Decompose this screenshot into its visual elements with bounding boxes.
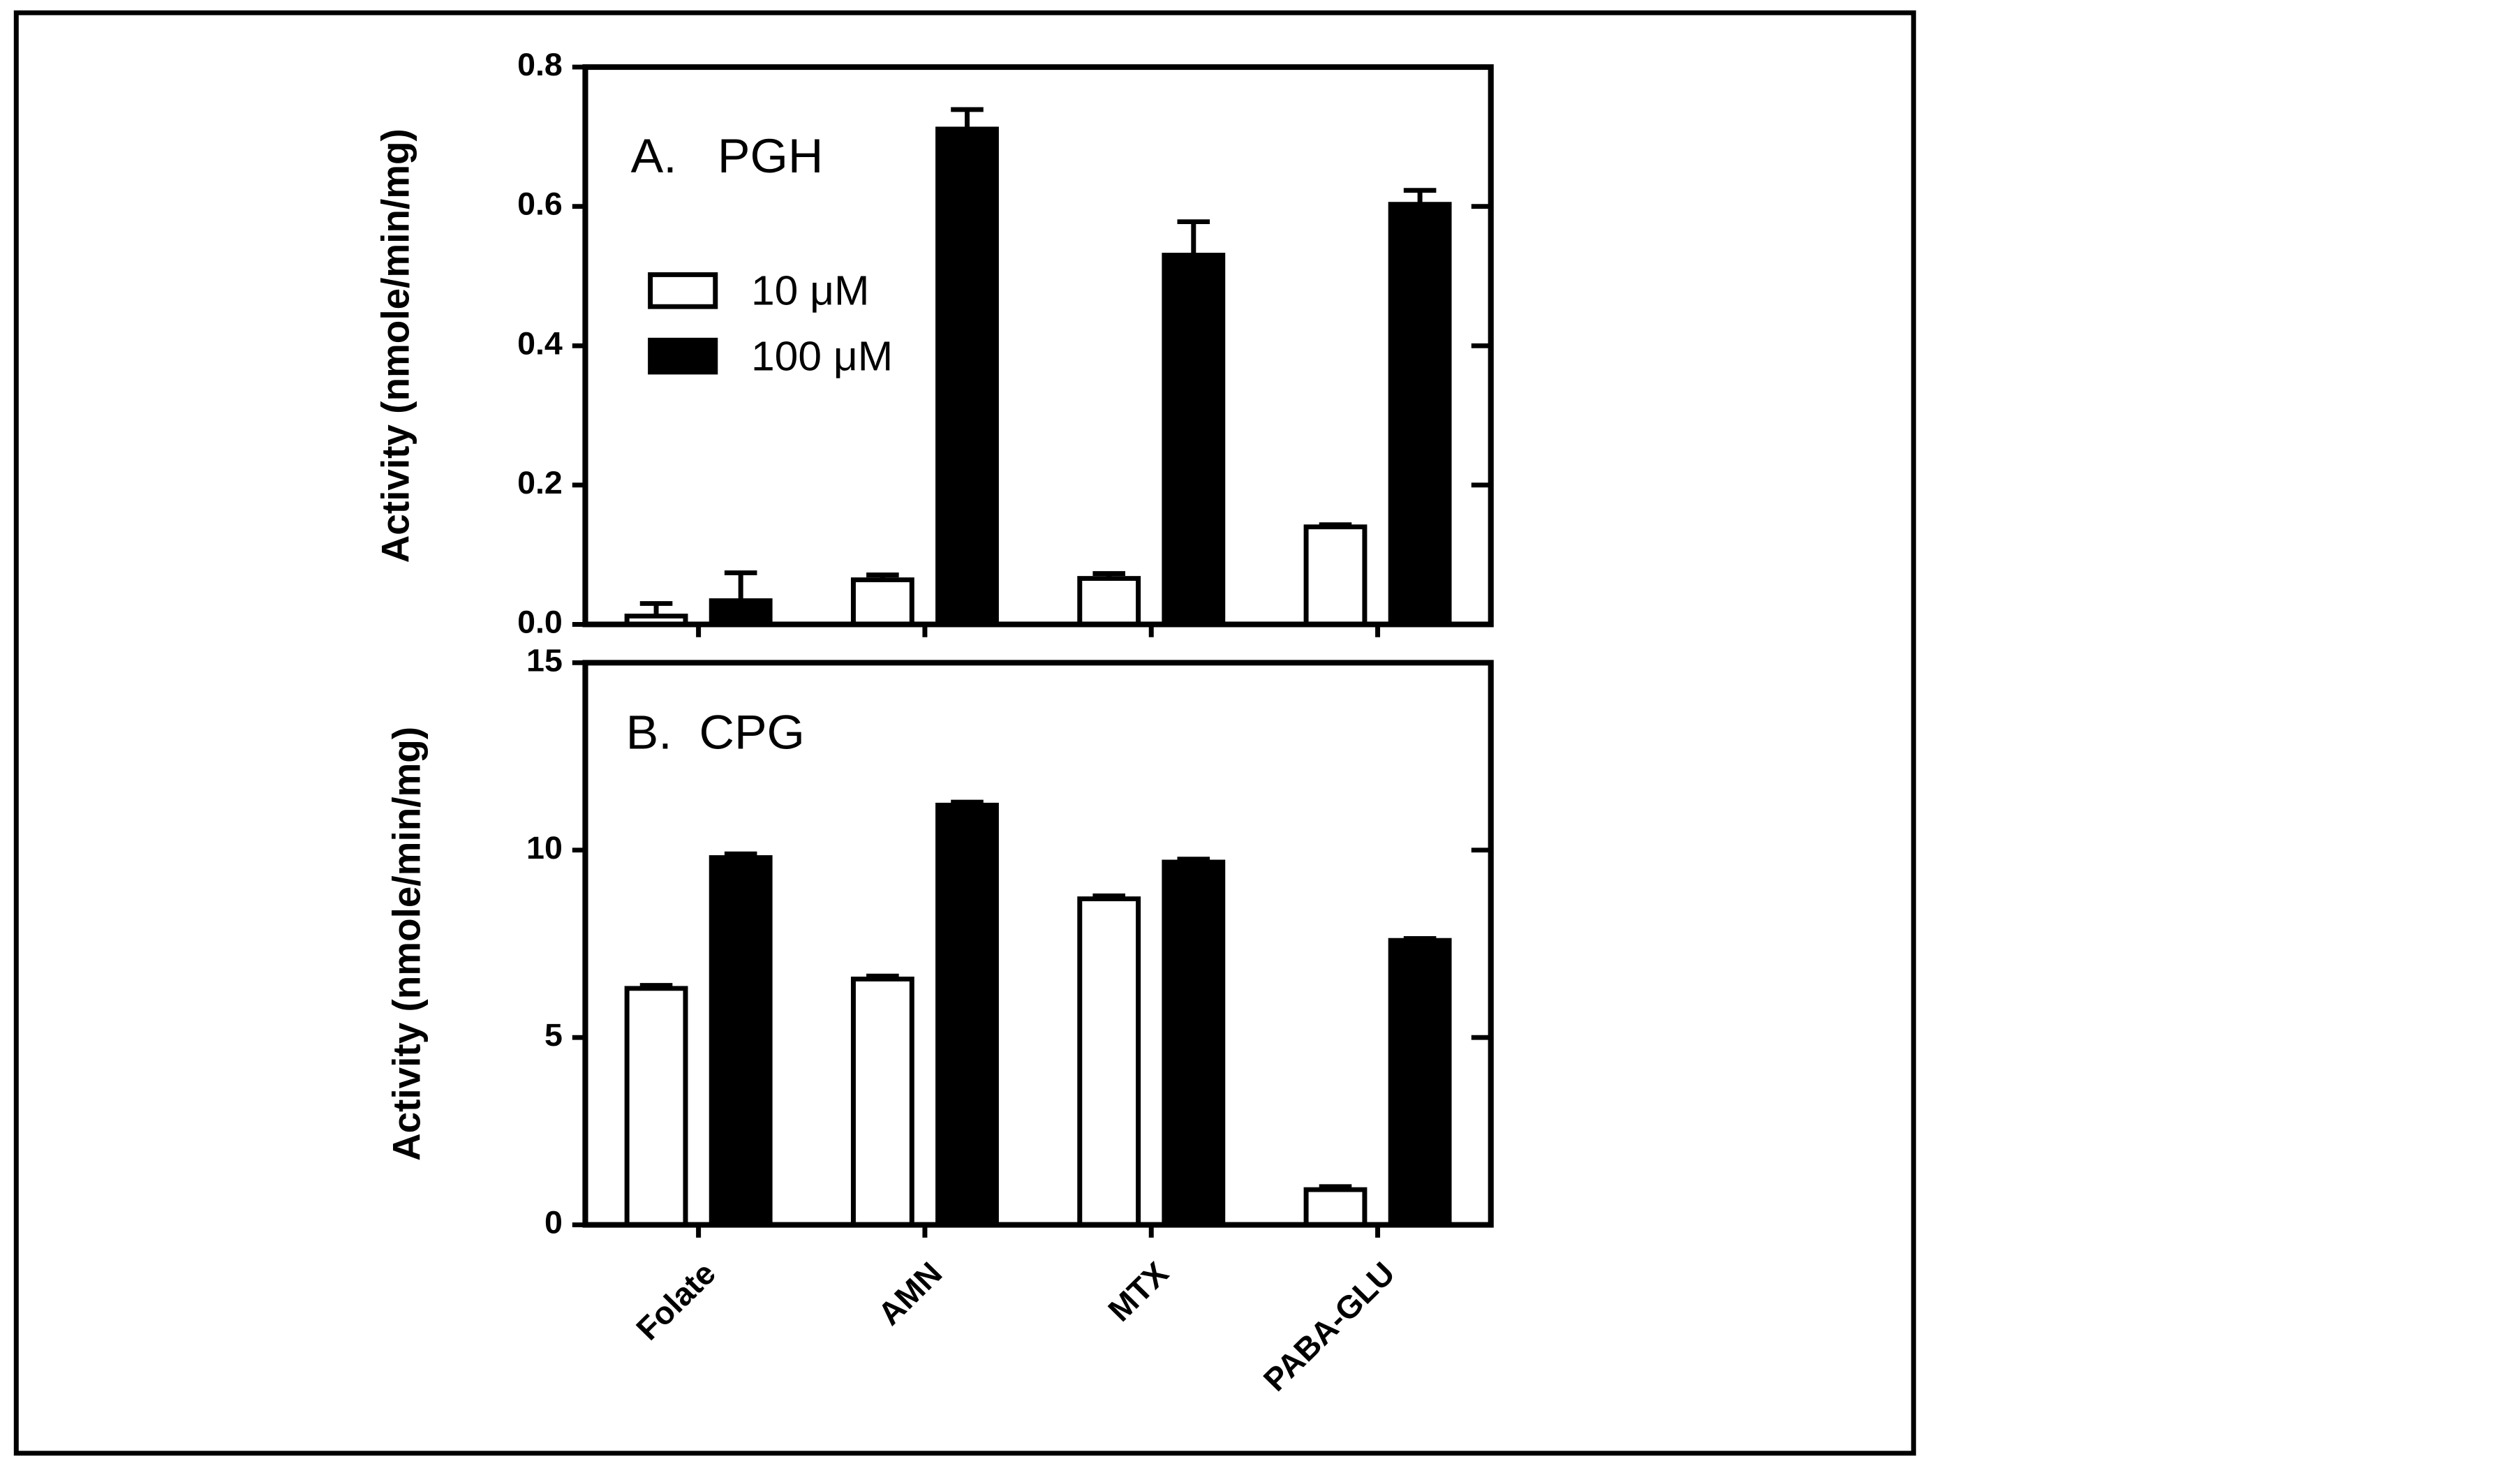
- x-tick-label: MTX: [1101, 1255, 1176, 1328]
- y-tick-label: 0.2: [517, 464, 563, 501]
- x-tick-label: PABA-GLU: [1257, 1255, 1402, 1398]
- annotation: B. CPG: [626, 705, 805, 759]
- bar: [1303, 1187, 1368, 1228]
- bar: [935, 802, 999, 1228]
- figure-border: [13, 10, 1916, 1456]
- y-tick-label: 0.0: [517, 604, 563, 640]
- y-tick-label: 10: [526, 829, 563, 866]
- bar: [1162, 859, 1226, 1228]
- plot-frame: [582, 660, 1494, 1228]
- y-tick-label: 0: [544, 1204, 563, 1241]
- bar: [850, 577, 914, 627]
- bar: [1077, 576, 1141, 627]
- bar: [709, 855, 773, 1228]
- bar: [1077, 896, 1141, 1228]
- legend-swatch: [648, 337, 718, 375]
- bar: [1388, 202, 1452, 627]
- bar: [850, 976, 914, 1228]
- bar: [709, 598, 773, 627]
- legend-swatch: [648, 272, 718, 309]
- legend-label: 100 μM: [751, 333, 893, 379]
- legend-label: 10 μM: [751, 267, 869, 313]
- y-tick-label: 0.8: [517, 47, 563, 83]
- y-tick-label: 5: [544, 1017, 563, 1053]
- plot-frame: [582, 64, 1494, 628]
- y-tick-label: 0.4: [517, 325, 563, 362]
- x-tick-label: Folate: [629, 1255, 722, 1347]
- y-tick-label: 0.6: [517, 186, 563, 222]
- bar: [935, 126, 999, 627]
- y-axis-label: Activity (nmole/min/mg): [373, 128, 417, 563]
- bar: [1388, 938, 1452, 1228]
- bar: [1303, 524, 1368, 627]
- annotation: A. PGH: [631, 128, 824, 182]
- x-tick-label: AMN: [870, 1255, 949, 1332]
- y-tick-label: 15: [526, 642, 563, 679]
- bar: [1162, 253, 1226, 627]
- y-axis-label: Activity (nmole/min/mg): [385, 727, 429, 1161]
- bar: [624, 986, 688, 1228]
